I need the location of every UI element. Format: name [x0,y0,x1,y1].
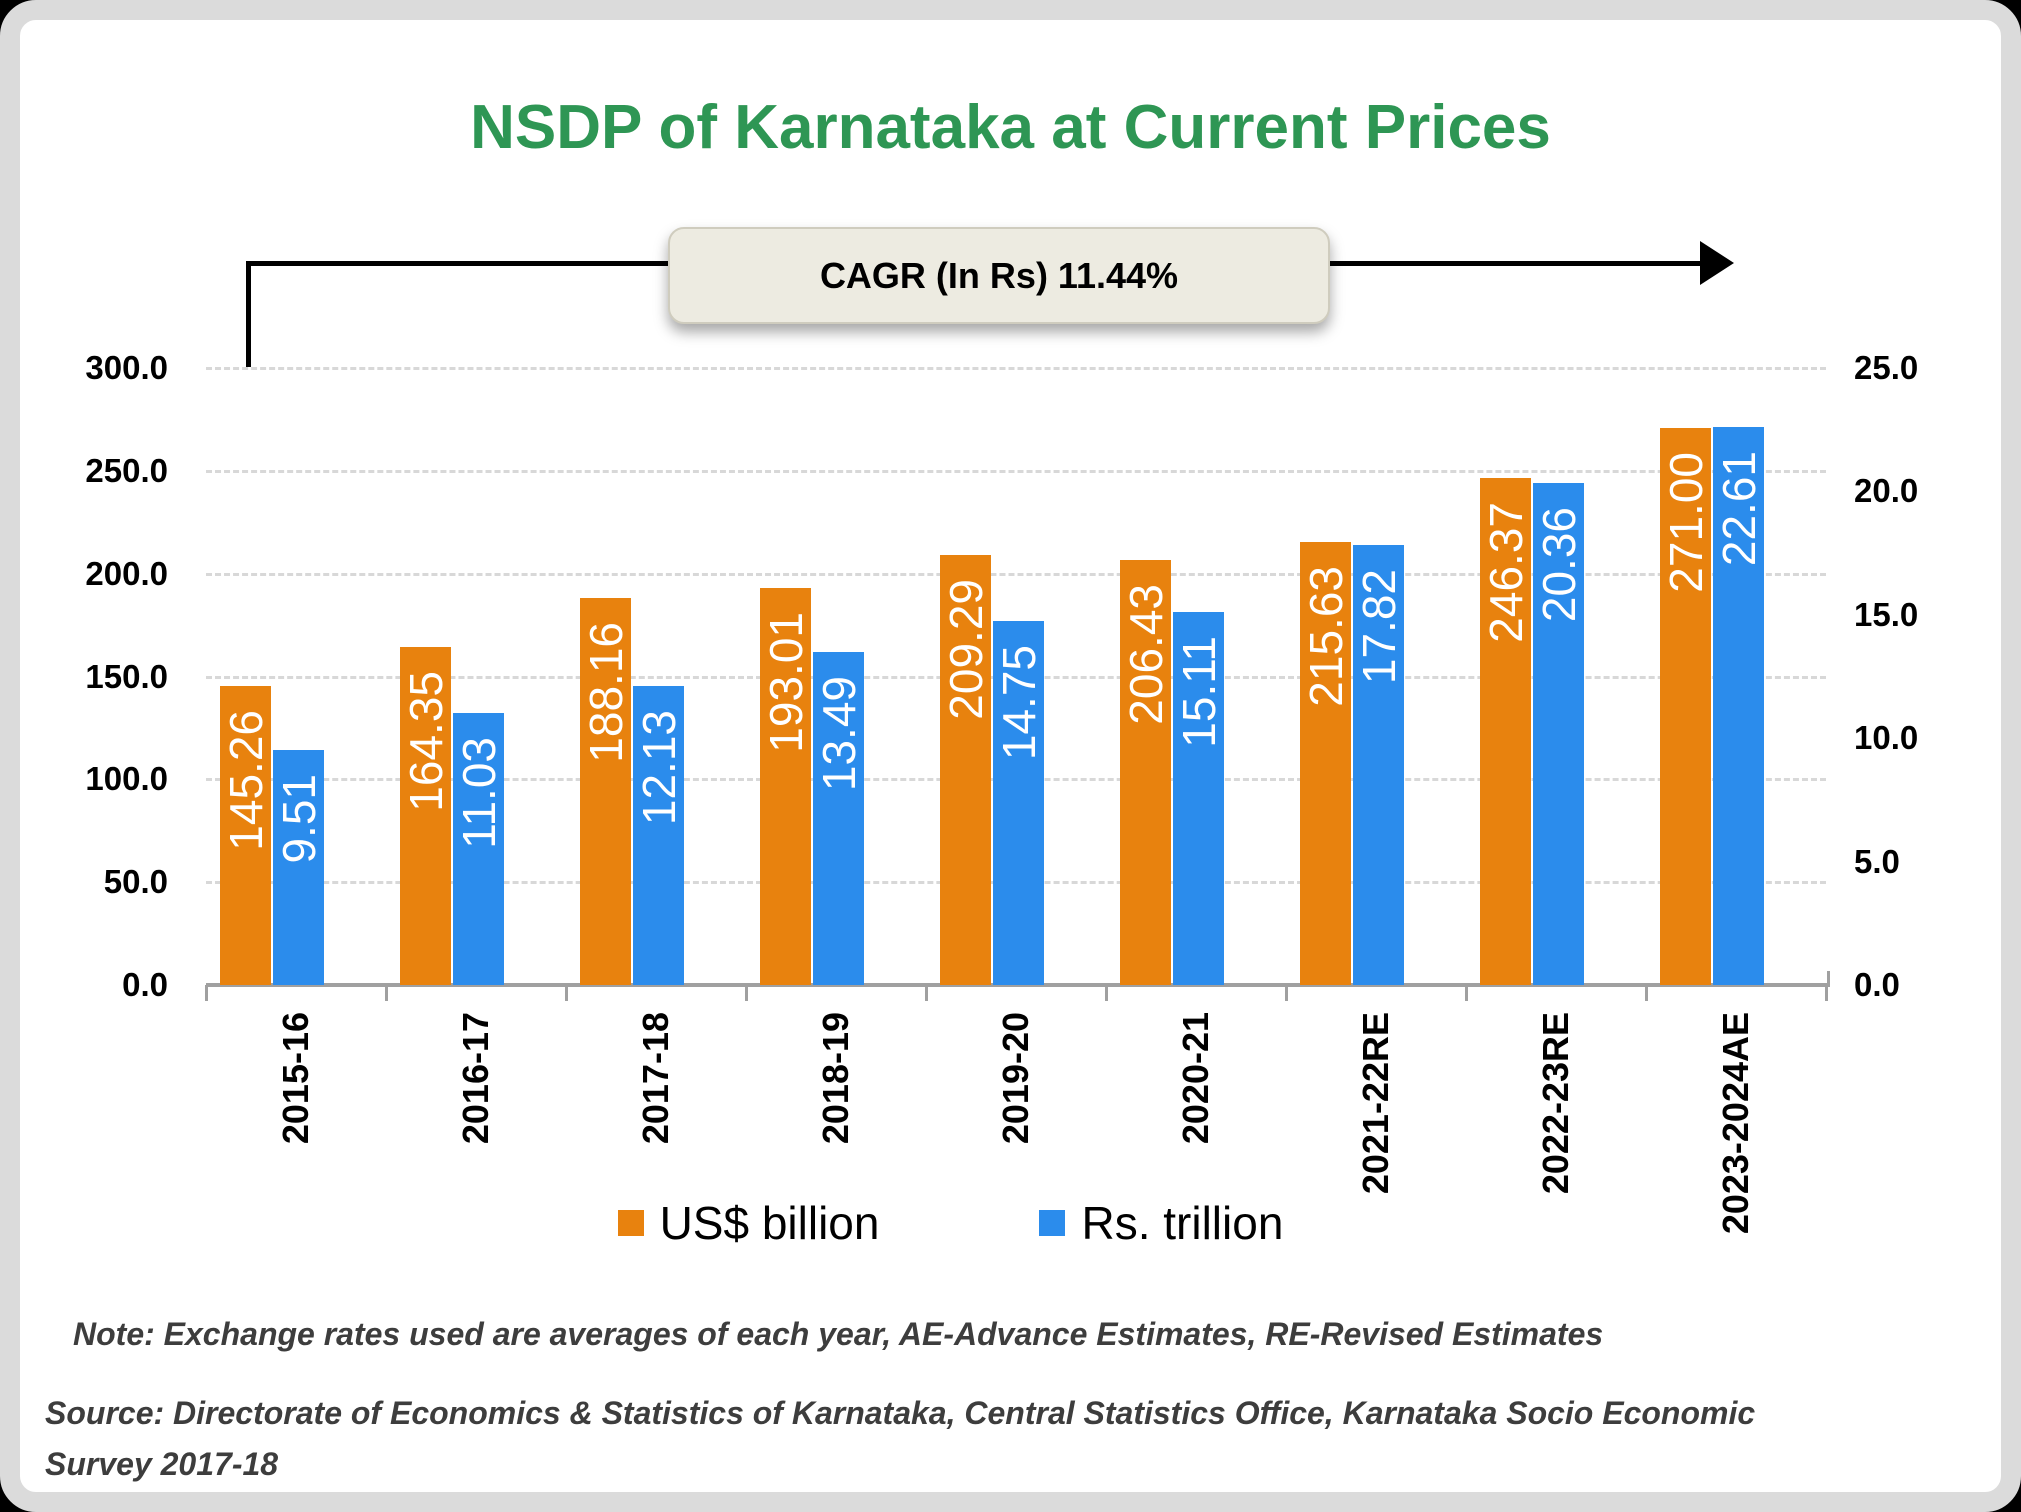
bar-value-label: 193.01 [759,612,812,753]
bar-value-label: 15.11 [1172,636,1225,748]
bar-value-label: 13.49 [812,676,865,792]
gridline-250.0 [206,469,1826,473]
right-axis-label-25.0: 25.0 [1854,349,1919,386]
x-axis-category-2015-16: 2015-16 [275,1012,317,1145]
left-axis-label-150.0: 150.0 [85,657,168,695]
x-axis-tick [1285,985,1288,1001]
bar-value-label: 206.43 [1119,584,1172,726]
bar-value-label: 271.00 [1659,451,1712,593]
left-axis-label-200.0: 200.0 [85,554,168,592]
bar-value-label: 12.13 [632,709,685,825]
x-axis-category-2020-21: 2020-21 [1175,1012,1217,1145]
x-axis-tick [1465,985,1468,1001]
bar-rs-trillion-2022-23RE: 20.36 [1532,482,1585,985]
bar-us-billion-2022-23RE: 246.37 [1479,478,1532,985]
x-axis-tick [1105,985,1108,1001]
bar-rs-trillion-2019-20: 14.75 [992,620,1045,985]
bar-us-billion-2023-2024AE: 271.00 [1659,427,1712,985]
bar-rs-trillion-2016-17: 11.03 [452,712,505,985]
bar-value-label: 145.26 [219,710,272,851]
right-axis-label-10.0: 10.0 [1854,719,1919,757]
x-axis-end-tick [1827,971,1830,983]
bar-value-label: 9.51 [272,774,325,864]
legend-swatch-icon [617,1210,644,1236]
legend-label: Rs. trillion [1081,1197,1284,1249]
left-axis-label-100.0: 100.0 [85,760,168,798]
right-axis-label-20.0: 20.0 [1854,472,1919,510]
bar-us-billion-2017-18: 188.16 [579,598,632,985]
x-axis-tick [1825,985,1828,1001]
left-axis-label-0.0: 0.0 [122,966,168,1003]
bar-us-billion-2018-19: 193.01 [759,588,812,985]
source-text: Source: Directorate of Economics & Stati… [45,1395,1756,1483]
bar-value-label: 14.75 [992,644,1045,761]
bar-value-label: 215.63 [1299,565,1352,707]
cagr-callout: CAGR (In Rs) 11.44% [668,227,1330,324]
cagr-callout-label: CAGR (In Rs) 11.44% [819,254,1179,296]
gridline-300.0 [206,367,1826,370]
bar-value-label: 22.61 [1712,450,1765,567]
legend-item-us-billion: US$ billion [617,1196,880,1250]
x-axis-line [206,983,1830,987]
x-axis-category-2017-18: 2017-18 [635,1012,677,1145]
x-axis-category-2022-23RE: 2022-23RE [1535,1012,1577,1195]
legend-item-rs-trillion: Rs. trillion [1039,1196,1283,1250]
cagr-arrow-head-icon [1700,241,1734,285]
bar-value-label: 246.37 [1479,502,1532,643]
bar-us-billion-2021-22RE: 215.63 [1299,541,1352,985]
x-axis-tick [1645,985,1648,1001]
bar-rs-trillion-2023-2024AE: 22.61 [1712,426,1765,985]
bar-rs-trillion-2015-16: 9.51 [272,750,325,985]
bar-value-label: 11.03 [452,736,505,849]
right-axis-label-15.0: 15.0 [1854,595,1919,633]
bar-value-label: 209.29 [939,578,992,720]
bar-value-label: 20.36 [1532,506,1585,622]
legend: US$ billion Rs. trillion [0,1196,1901,1250]
legend-label: US$ billion [659,1197,880,1249]
legend-swatch-icon [1039,1210,1066,1236]
cagr-arrow-vertical-line [246,261,251,367]
bar-rs-trillion-2018-19: 13.49 [812,652,865,985]
bar-rs-trillion-2017-18: 12.13 [632,685,685,985]
bar-us-billion-2015-16: 145.26 [219,686,272,985]
x-axis-category-2019-20: 2019-20 [995,1012,1037,1145]
left-axis-label-50.0: 50.0 [103,863,168,901]
bar-us-billion-2016-17: 164.35 [399,646,452,985]
x-axis-tick [925,985,928,1001]
gridline-200.0 [206,572,1826,576]
x-axis-category-2018-19: 2018-19 [815,1012,857,1145]
bar-us-billion-2020-21: 206.43 [1119,560,1172,985]
x-axis-tick [385,985,388,1001]
left-axis-label-300.0: 300.0 [85,349,168,386]
x-axis-tick [205,985,208,1001]
bar-value-label: 188.16 [579,622,632,763]
x-axis-category-2016-17: 2016-17 [455,1012,497,1145]
left-axis-label-250.0: 250.0 [85,451,168,489]
right-axis-label-0.0: 0.0 [1854,966,1900,1003]
right-axis-label-5.0: 5.0 [1854,842,1900,880]
x-axis-category-2021-22RE: 2021-22RE [1355,1012,1397,1195]
chart-title: NSDP of Karnataka at Current Prices [470,93,1551,162]
bar-value-label: 164.35 [399,670,452,812]
bar-us-billion-2019-20: 209.29 [939,554,992,985]
x-axis-tick [745,985,748,1001]
x-axis-tick [565,985,568,1001]
bar-rs-trillion-2020-21: 15.11 [1172,612,1225,985]
bar-value-label: 17.82 [1352,569,1405,685]
bar-rs-trillion-2021-22RE: 17.82 [1352,545,1405,985]
note-text: Note: Exchange rates used are averages o… [73,1316,1604,1352]
